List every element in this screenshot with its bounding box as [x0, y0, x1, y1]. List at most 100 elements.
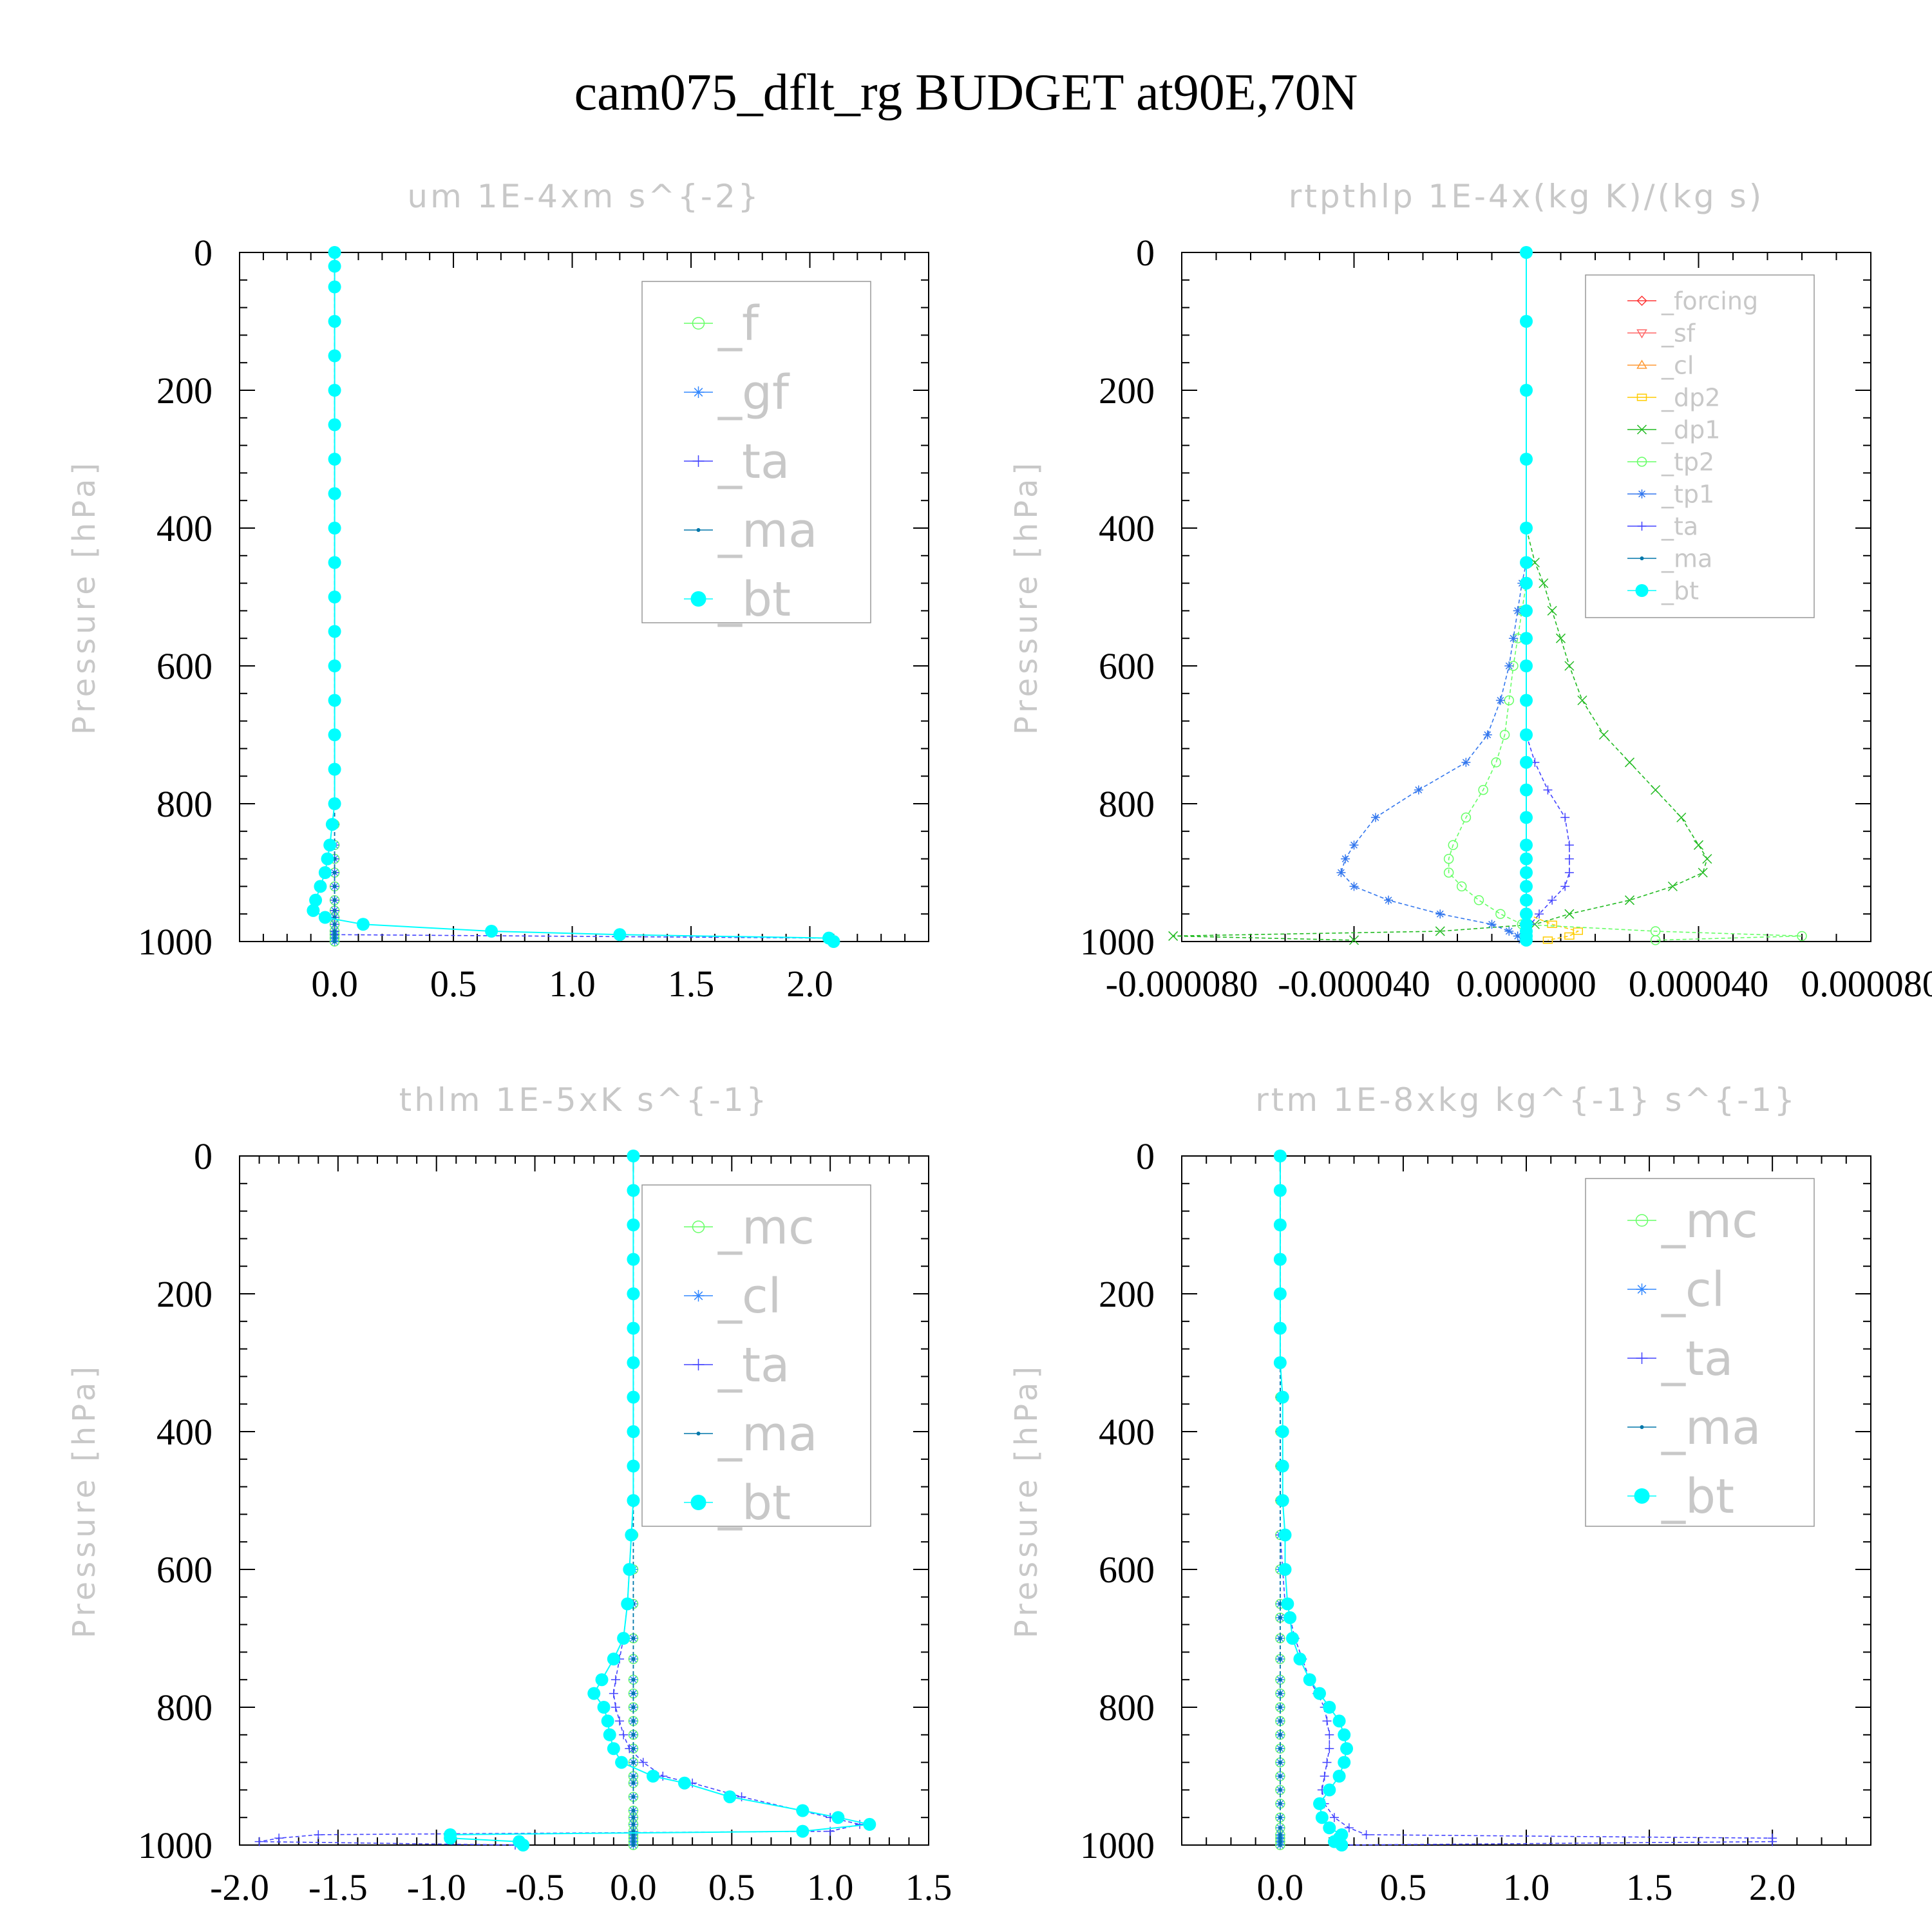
chart-panel-4: rtm 1E-8xkg kg^{-1} s^{-1} Pressure [hPa]… [1009, 1081, 1871, 1908]
x-tick-label: 1.0 [1503, 1866, 1550, 1908]
data-point [1698, 867, 1708, 878]
y-tick-label: 1000 [1080, 921, 1155, 963]
data-point [1336, 868, 1346, 877]
data-point [1278, 1843, 1282, 1847]
panel-title: rtm 1E-8xkg kg^{-1} s^{-1} [1255, 1081, 1797, 1119]
data-point [623, 1563, 636, 1576]
legend-marker [1636, 1352, 1648, 1364]
series-line [1340, 252, 1527, 941]
legend-marker [1635, 1214, 1649, 1227]
y-axis-label: Pressure [hPa] [66, 1363, 102, 1638]
x-tick-label: 0.5 [430, 963, 477, 1005]
x-tick-label: 0.000040 [1629, 963, 1769, 1005]
data-point [1278, 1747, 1282, 1751]
data-point [1278, 1815, 1282, 1820]
data-point [1547, 920, 1557, 928]
data-point [611, 1703, 620, 1712]
data-point [1276, 1494, 1289, 1507]
x-tick-label: 1.0 [549, 963, 596, 1005]
x-tick-label: 1.5 [668, 963, 715, 1005]
data-point [332, 871, 337, 875]
data-point [1281, 1597, 1294, 1611]
data-point [1349, 840, 1359, 850]
y-axis-label: Pressure [hPa] [1009, 1363, 1045, 1638]
y-tick-label: 1000 [138, 921, 213, 963]
data-point [1564, 840, 1574, 850]
data-point [1520, 453, 1533, 466]
legend-box [1585, 1178, 1815, 1527]
x-tick-label: -2.0 [210, 1866, 269, 1908]
data-point [1520, 755, 1533, 769]
x-tick-label: 2.0 [1749, 1866, 1796, 1908]
data-point [1548, 895, 1557, 905]
data-point [1513, 606, 1522, 616]
legend-marker [1636, 295, 1647, 307]
y-tick-label: 0 [194, 1135, 213, 1177]
data-point [1340, 1742, 1354, 1756]
legend-marker [692, 455, 705, 467]
data-point [607, 1742, 620, 1756]
data-point [485, 924, 498, 938]
data-point [254, 1837, 264, 1846]
data-point [1520, 556, 1533, 569]
data-point [1278, 1657, 1282, 1662]
chart-panel-3: thlm 1E-5xK s^{-1} Pressure [hPa] 0 200 400 6… [66, 1081, 952, 1908]
data-point [625, 1528, 638, 1542]
data-point [1504, 661, 1514, 670]
data-point [1478, 784, 1488, 795]
x-tick-label: 0.000080 [1801, 963, 1932, 1005]
legend-entry: _ta [1661, 1331, 1733, 1387]
data-point [597, 1701, 611, 1714]
data-point [1278, 1826, 1282, 1830]
data-point [627, 1253, 640, 1266]
data-point [796, 1824, 810, 1838]
legend-entry: _cl [1661, 351, 1694, 379]
data-point [1560, 813, 1570, 822]
data-point [1332, 1770, 1346, 1783]
legend-entry: _dp2 [1661, 383, 1720, 412]
data-point [1278, 1602, 1282, 1606]
data-point [1547, 605, 1557, 616]
data-point [332, 884, 337, 889]
plot-frame [239, 252, 929, 942]
data-point [1323, 1701, 1336, 1714]
data-point [617, 1632, 630, 1645]
data-point [631, 1822, 636, 1826]
series-line [1526, 252, 1570, 940]
legend-marker [696, 528, 701, 532]
data-point [796, 1804, 810, 1817]
data-point [1768, 1837, 1777, 1846]
x-tick-label: 1.0 [807, 1866, 854, 1908]
data-point [1335, 1839, 1349, 1852]
data-point [631, 1836, 636, 1841]
data-point [318, 911, 332, 924]
data-point [328, 246, 341, 259]
data-point [1278, 1678, 1282, 1682]
data-point [1495, 909, 1506, 919]
data-point [1332, 1714, 1346, 1728]
data-point [318, 866, 332, 879]
y-tick-label: 800 [1099, 1687, 1155, 1728]
data-point [1564, 661, 1575, 671]
data-point [611, 1675, 620, 1685]
data-point [1456, 881, 1467, 892]
legend-marker [690, 591, 706, 607]
data-point [1278, 1528, 1292, 1542]
series-line [450, 1156, 870, 1846]
legend-entry: _tp2 [1661, 448, 1714, 476]
data-point [328, 762, 341, 776]
data-point [1520, 907, 1533, 921]
data-point [1543, 785, 1553, 795]
data-point [1448, 840, 1459, 850]
data-point [831, 1811, 845, 1824]
data-point [627, 1356, 640, 1369]
data-point [1276, 1390, 1289, 1404]
data-point [1443, 853, 1454, 864]
data-point [328, 797, 341, 810]
data-point [631, 1843, 636, 1847]
data-point [1329, 1813, 1339, 1823]
data-point [1520, 522, 1533, 535]
data-point [328, 280, 341, 294]
data-point [627, 1459, 640, 1473]
data-point [1278, 1760, 1282, 1765]
